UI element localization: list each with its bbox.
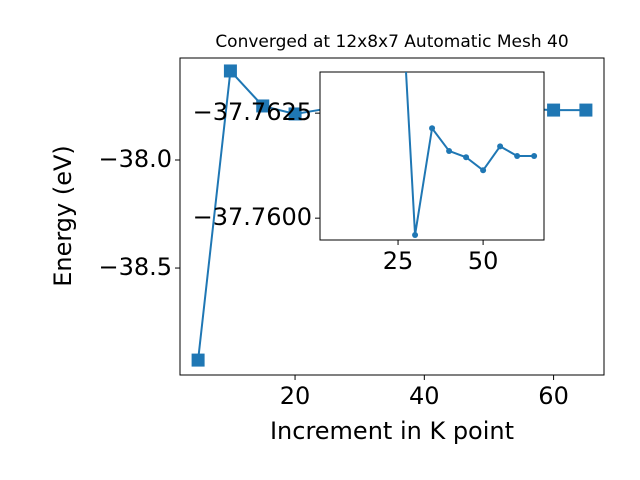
x-axis-label: Increment in K point [270,417,514,445]
marker [497,143,504,150]
x-tick-label: 40 [409,382,440,410]
x-tick-label: 60 [538,382,569,410]
series [405,72,538,238]
x-tick-label: 25 [383,247,414,275]
marker [256,99,270,113]
y-tick-label: −38.5 [98,253,172,281]
chart-title: Converged at 12x8x7 Automatic Mesh 40 [215,32,568,52]
marker [579,103,593,117]
y-axis-label: Energy (eV) [49,145,77,287]
marker [514,153,521,159]
y-tick-label: −37.7600 [193,203,312,231]
marker [191,353,205,367]
marker [480,167,487,174]
marker [223,64,237,78]
marker [412,231,419,238]
x-tick-label: 50 [468,247,499,275]
marker [547,103,561,117]
marker [463,154,470,161]
marker [531,153,538,159]
plot-area [319,71,545,241]
y-tick-label: −38.0 [98,145,172,173]
marker [446,147,453,154]
marker [288,107,302,121]
marker [429,125,436,132]
y-tick-label: −37.7625 [193,98,312,126]
x-tick-label: 20 [280,382,311,410]
